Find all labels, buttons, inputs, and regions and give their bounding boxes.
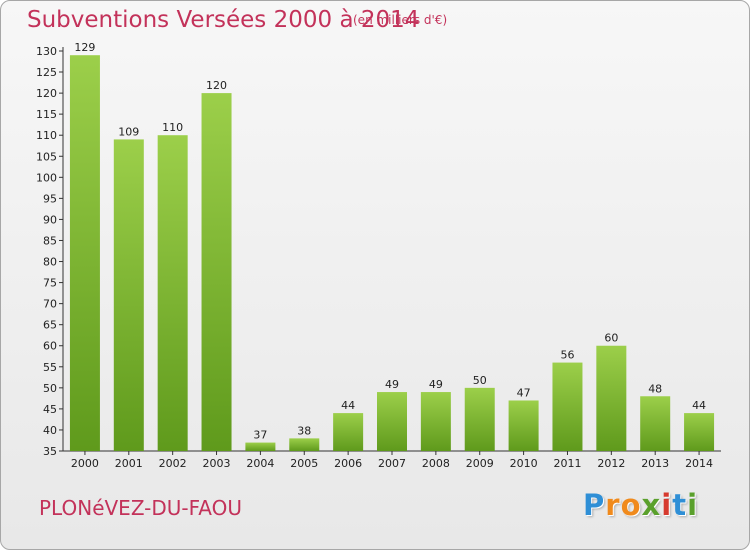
value-label-2002: 110 [162,121,183,134]
proxiti-logo: Proxiti [583,488,698,522]
bar-2011 [552,362,583,451]
value-label-2010: 47 [517,386,531,399]
value-label-2008: 49 [429,378,443,391]
x-tick-label: 2012 [597,457,625,470]
bar-2004 [245,442,276,451]
value-label-2001: 109 [118,125,139,138]
value-label-2005: 38 [297,424,311,437]
y-tick-label: 50 [43,382,57,395]
x-tick-label: 2008 [422,457,450,470]
bar-2000 [69,55,100,452]
logo-letter: t [672,488,688,522]
y-tick-label: 55 [43,361,57,374]
bar-2008 [420,392,451,451]
bar-2014 [684,413,715,451]
y-tick-label: 75 [43,277,57,290]
x-tick-label: 2003 [203,457,231,470]
value-label-2013: 48 [648,382,662,395]
y-tick-label: 45 [43,403,57,416]
x-tick-label: 2001 [115,457,143,470]
y-tick-label: 125 [36,66,57,79]
x-tick-label: 2005 [290,457,318,470]
y-tick-label: 35 [43,445,57,458]
y-tick-label: 90 [43,213,57,226]
y-tick-label: 40 [43,424,57,437]
logo-letter: P [583,488,606,522]
value-label-2009: 50 [473,374,487,387]
y-tick-label: 95 [43,192,57,205]
bar-2003 [201,93,232,452]
x-tick-label: 2004 [246,457,274,470]
y-tick-label: 85 [43,234,57,247]
value-label-2000: 129 [74,41,95,54]
bar-2005 [289,438,320,451]
value-label-2007: 49 [385,378,399,391]
logo-letter: i [687,488,699,522]
value-label-2012: 60 [604,332,618,345]
logo-letter: x [641,488,662,522]
x-tick-label: 2009 [466,457,494,470]
y-tick-label: 80 [43,256,57,269]
bar-2007 [377,392,407,451]
y-tick-label: 65 [43,319,57,332]
logo-letter: o [620,488,642,522]
x-tick-label: 2011 [553,457,581,470]
y-tick-label: 60 [43,340,57,353]
value-label-2003: 120 [206,79,227,92]
chart-subtitle: (en milliers d'€) [353,13,448,27]
bar-2006 [333,413,364,451]
value-label-2006: 44 [341,399,355,412]
x-tick-label: 2010 [510,457,538,470]
axis-layer: 35 40 45 50 55 60 65 70 75 80 85 90 95 100 105 110 115 12… [36,45,721,458]
bar-layer [69,55,715,452]
x-tick-label: 2013 [641,457,669,470]
label-layer: 2000 129 2001 109 2002 110 2003 120 2004 37 2005 38… [71,41,713,470]
x-tick-label: 2007 [378,457,406,470]
y-tick-label: 105 [36,150,57,163]
x-tick-label: 2000 [71,457,99,470]
value-label-2011: 56 [560,349,574,362]
x-tick-label: 2014 [685,457,713,470]
x-tick-label: 2002 [159,457,187,470]
bar-2009 [464,387,495,451]
y-tick-label: 120 [36,87,57,100]
bar-2010 [508,400,539,451]
y-tick-label: 100 [36,171,57,184]
bar-2012 [596,345,627,451]
bar-2001 [113,139,144,451]
place-name: PLONéVEZ-DU-FAOU [39,496,243,520]
logo-letter: i [661,488,673,522]
y-tick-label: 70 [43,298,57,311]
value-label-2014: 44 [692,399,706,412]
y-tick-label: 130 [36,45,57,58]
x-tick-label: 2006 [334,457,362,470]
bar-2013 [640,396,671,451]
y-tick-label: 110 [36,129,57,142]
bar-2002 [157,135,188,452]
value-label-2004: 37 [253,429,267,442]
y-tick-label: 115 [36,108,57,121]
chart-title: Subventions Versées 2000 à 2014 [27,7,420,33]
logo-letter: r [605,488,621,522]
